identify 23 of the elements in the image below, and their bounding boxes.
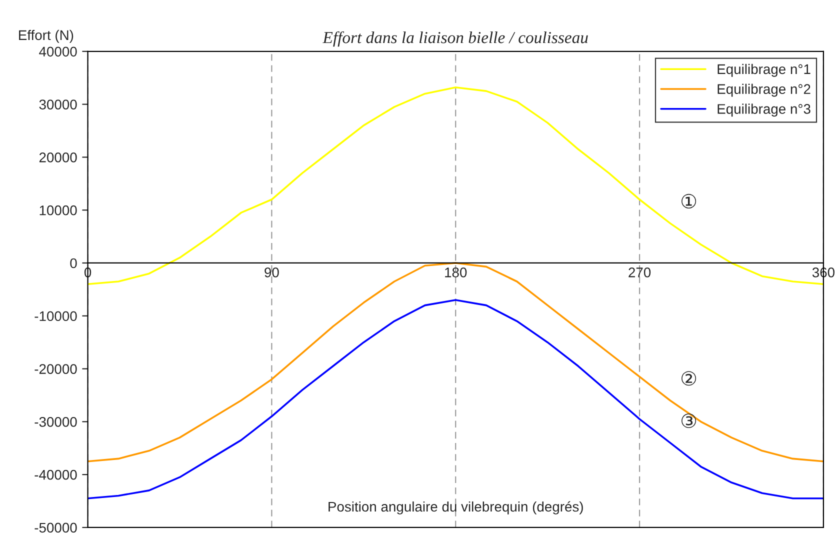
y-tick-label: 40000	[39, 46, 77, 57]
x-tick-label: 270	[628, 268, 651, 278]
y-tick-label: -50000	[34, 522, 77, 533]
x-tick-label: 90	[264, 268, 279, 278]
y-tick-label: -40000	[34, 470, 77, 480]
legend-label: Equilibrage n°3	[718, 104, 810, 117]
legend-label: Equilibrage n°2	[718, 84, 810, 97]
legend-label: Equilibrage n°1	[718, 64, 810, 77]
y-tick-label: 30000	[39, 100, 77, 110]
y-tick-label: -10000	[34, 311, 77, 322]
line-series	[88, 299, 824, 500]
x-axis-title: Position angulaire du vilebrequin (degrés)	[328, 501, 583, 514]
x-tick-label: 180	[445, 268, 467, 278]
y-tick-label: 0	[70, 258, 77, 268]
chart-title: Effort dans la liaison bielle / coulisseau	[322, 31, 588, 47]
y-tick-label: 20000	[39, 152, 77, 162]
y-tick-label: -20000	[34, 364, 77, 374]
annotation: ③	[682, 413, 696, 428]
y-tick-label: 10000	[40, 205, 77, 216]
y-axis-title: Effort (N)	[19, 30, 74, 43]
annotation: ②	[682, 371, 696, 386]
y-tick-label: -30000	[34, 417, 77, 427]
annotation: ①	[682, 194, 696, 208]
